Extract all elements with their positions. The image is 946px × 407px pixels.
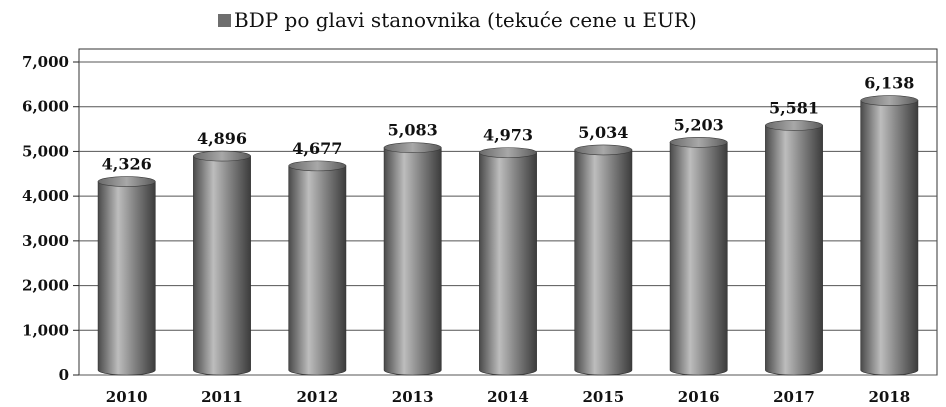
bar-body (288, 165, 347, 376)
y-tick-label: 5,000 (22, 142, 69, 160)
data-label: 4,973 (483, 126, 533, 145)
bar-cap (860, 95, 919, 106)
y-tick-label: 1,000 (22, 321, 69, 339)
bar-body (669, 142, 728, 376)
plot-area: 0 1,000 2,000 3,000 4,000 5,000 6,000 7,000 4,3… (22, 48, 938, 406)
bar: 5,581 (765, 98, 823, 376)
y-axis: 0 1,000 2,000 3,000 4,000 5,000 6,000 7,000 (22, 53, 79, 384)
x-tick-label: 2014 (487, 388, 529, 406)
data-label: 5,203 (674, 115, 724, 134)
y-tick-label: 3,000 (22, 232, 69, 250)
legend: BDP po glavi stanovnika (tekuće cene u E… (218, 8, 697, 32)
bar-body (97, 181, 156, 376)
data-label: 5,034 (578, 123, 628, 142)
data-label: 4,896 (197, 129, 247, 148)
bars: 4,326 4,896 4,677 5,083 4,973 5,034 5,203 5,581… (97, 74, 919, 376)
x-tick-label: 2013 (392, 388, 434, 406)
bar-body (383, 147, 442, 376)
bar: 6,138 (860, 74, 919, 376)
x-tick-label: 2012 (296, 388, 338, 406)
x-tick-label: 2018 (868, 388, 910, 406)
bar-cap (193, 150, 251, 162)
bar-body (860, 100, 919, 376)
bar: 5,083 (383, 121, 442, 376)
data-label: 4,326 (102, 155, 152, 174)
legend-label: BDP po glavi stanovnika (tekuće cene u E… (234, 8, 697, 32)
x-tick-label: 2011 (201, 388, 243, 406)
legend-swatch (218, 14, 231, 27)
x-tick-label: 2016 (678, 388, 720, 406)
bar: 4,677 (288, 139, 347, 376)
x-axis: 2010 2011 2012 2013 2014 2015 2016 2017 2018 (106, 388, 910, 406)
bar-body (193, 155, 251, 376)
data-label: 6,138 (864, 74, 914, 93)
bar: 4,973 (479, 126, 537, 376)
bar-body (765, 125, 823, 376)
data-label: 5,083 (388, 121, 438, 140)
bar-cap (288, 160, 347, 172)
y-tick-label: 0 (59, 366, 69, 384)
y-tick-label: 6,000 (22, 98, 69, 116)
x-tick-label: 2017 (773, 388, 815, 406)
bar-cap (97, 176, 156, 187)
bar: 4,326 (97, 155, 156, 376)
bar: 4,896 (193, 129, 251, 376)
y-tick-label: 2,000 (22, 277, 69, 295)
y-tick-label: 4,000 (22, 187, 69, 205)
data-label: 4,677 (292, 139, 342, 158)
bar: 5,203 (669, 115, 728, 376)
bar-cap (574, 144, 633, 156)
bar-cap (479, 147, 537, 158)
bar-body (574, 149, 633, 376)
bar: 5,034 (574, 123, 633, 376)
bar-cap (765, 120, 823, 131)
bar-cap (669, 137, 728, 148)
bar-cap (383, 142, 442, 154)
x-tick-label: 2015 (582, 388, 624, 406)
data-label: 5,581 (769, 98, 819, 117)
x-tick-label: 2010 (106, 388, 148, 406)
y-tick-label: 7,000 (22, 53, 69, 71)
bar-body (479, 152, 537, 376)
